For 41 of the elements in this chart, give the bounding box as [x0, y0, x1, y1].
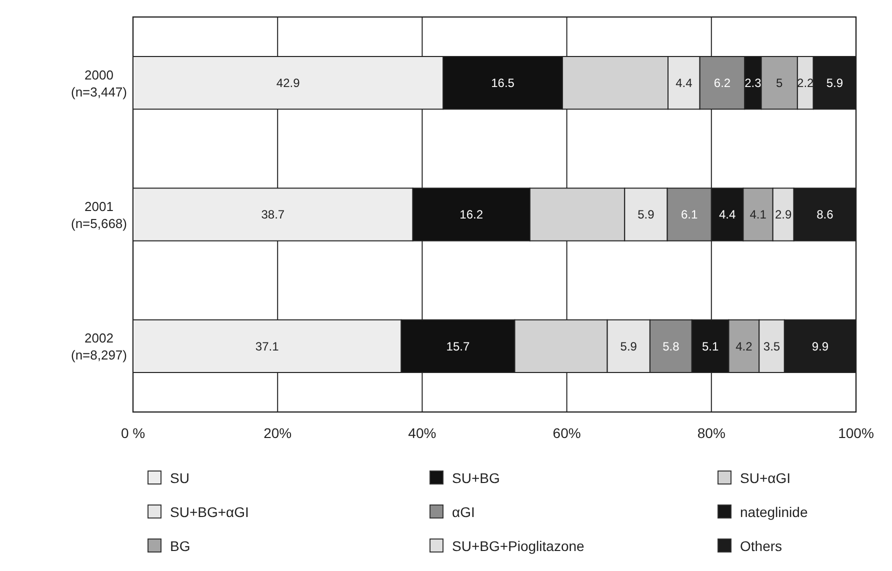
data-label: 6.1	[681, 208, 698, 222]
data-label: 6.2	[714, 76, 731, 90]
data-label: 8.6	[816, 208, 834, 222]
x-tick-label: 40%	[408, 425, 436, 441]
legend-label: nateglinide	[740, 504, 808, 520]
x-tick-label: 80%	[697, 425, 726, 441]
data-label: 3.5	[763, 339, 780, 354]
y-tick-label: 2000 (n=3,447)	[70, 67, 128, 100]
data-label: 2.3	[744, 76, 762, 90]
legend-label: BG	[170, 538, 190, 554]
data-label: 4.2	[736, 339, 753, 354]
y-tick-label: 2002 (n=8,297)	[70, 330, 128, 363]
x-tick-label: 60%	[552, 425, 581, 441]
x-tick-label: 20%	[264, 425, 292, 441]
data-label: 5.9	[826, 76, 844, 90]
data-label: 16.2	[460, 208, 484, 222]
data-label: 9.9	[812, 339, 829, 354]
y-tick-label: 2001 (n=5,668)	[70, 199, 128, 232]
legend-label: αGI	[452, 504, 475, 520]
data-label: 5.9	[638, 208, 655, 222]
x-tick-label: 100%	[838, 425, 874, 441]
data-label: 4.4	[676, 76, 693, 90]
data-label: 15.7	[446, 339, 470, 354]
data-label: 37.1	[255, 339, 280, 354]
x-tick-label: 0 %	[120, 425, 146, 441]
legend-label: SU+BG+Pioglitazone	[452, 538, 585, 554]
data-label: 5.1	[702, 339, 719, 354]
data-label: 2.9	[774, 208, 792, 222]
legend-label: Others	[740, 538, 782, 554]
data-label: 5.9	[620, 339, 638, 354]
legend-label: SU	[170, 470, 190, 486]
legend-label: SU+BG+αGI	[170, 504, 249, 520]
data-label: 4.4	[718, 208, 736, 222]
legend-label: SU+αGI	[740, 470, 790, 486]
data-label: 5.8	[662, 339, 680, 354]
data-label: 16.5	[491, 76, 515, 90]
data-label: 5	[776, 76, 784, 90]
data-label: 4.1	[750, 208, 767, 222]
data-label: 42.9	[276, 76, 300, 90]
legend-label: SU+BG	[452, 470, 500, 486]
data-label: 38.7	[261, 208, 285, 222]
